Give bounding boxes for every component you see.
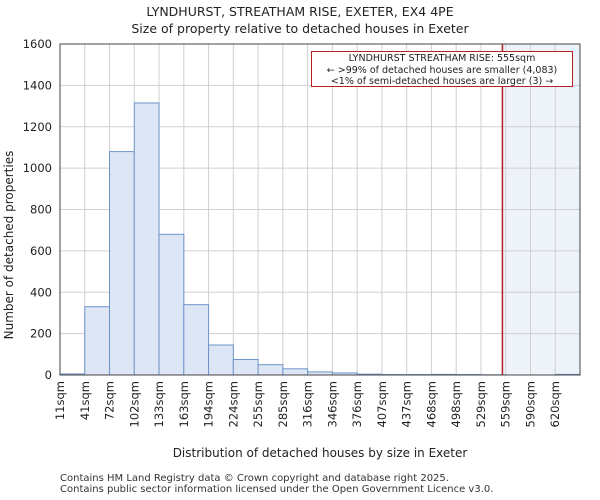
footer-copyright: Contains HM Land Registry data © Crown c… <box>60 473 449 484</box>
x-tick-label: 224sqm <box>226 381 240 427</box>
bar-72sqm <box>109 151 135 376</box>
x-tick-label: 590sqm <box>523 381 537 427</box>
y-tick-label: 1200 <box>23 120 52 134</box>
x-tick-label: 529sqm <box>474 381 488 427</box>
x-tick-label: 41sqm <box>78 381 92 420</box>
y-tick-label: 1400 <box>23 78 52 92</box>
x-tick-label: 468sqm <box>424 381 438 427</box>
plot-frame <box>59 43 581 376</box>
bars <box>59 102 581 376</box>
x-tick-label: 316sqm <box>301 381 315 427</box>
x-tick-label: 102sqm <box>127 381 141 427</box>
bar-133sqm <box>158 233 185 376</box>
x-tick-label: 346sqm <box>325 381 339 427</box>
y-axis-label: Number of detached properties <box>2 151 16 340</box>
bar-102sqm <box>133 102 160 376</box>
bar-285sqm <box>282 368 309 376</box>
x-tick-label: 11sqm <box>53 381 67 420</box>
x-tick-label: 376sqm <box>350 381 364 427</box>
chart-title: LYNDHURST, STREATHAM RISE, EXETER, EX4 4… <box>146 4 454 19</box>
chart-subtitle: Size of property relative to detached ho… <box>131 21 469 36</box>
x-tick-label: 407sqm <box>375 381 389 427</box>
y-tick-label: 800 <box>30 203 52 217</box>
y-tick-label: 200 <box>30 327 52 341</box>
x-tick-label: 498sqm <box>449 381 463 427</box>
x-tick-label: 255sqm <box>251 381 265 427</box>
y-tick-label: 600 <box>30 244 52 258</box>
bar-194sqm <box>208 344 234 376</box>
bar-255sqm <box>257 364 284 376</box>
marker-annotation: LYNDHURST STREATHAM RISE: 555sqm ← >99% … <box>311 51 573 87</box>
x-tick-label: 194sqm <box>202 381 216 427</box>
y-tick-labels: 0 200 400 600 800 1000 1200 1400 1600 <box>23 37 52 382</box>
bar-41sqm <box>84 306 111 376</box>
axes <box>59 43 581 376</box>
annotation-line-2: ← >99% of detached houses are smaller (4… <box>326 64 558 76</box>
y-tick-label: 1600 <box>23 37 52 51</box>
y-tick-label: 400 <box>30 285 52 299</box>
annotation-line-1: LYNDHURST STREATHAM RISE: 555sqm <box>348 53 536 64</box>
bar-224sqm <box>232 358 259 376</box>
bar-163sqm <box>183 304 210 376</box>
x-tick-label: 72sqm <box>103 381 117 420</box>
annotation-line-3: <1% of semi-detached houses are larger (… <box>330 76 554 87</box>
x-tick-label: 163sqm <box>177 381 191 427</box>
x-axis-label: Distribution of detached houses by size … <box>173 446 468 460</box>
y-tick-label: 1000 <box>23 161 52 175</box>
x-tick-labels: 11sqm 41sqm 72sqm 102sqm 133sqm 163sqm 194sqm 2… <box>53 381 562 427</box>
x-tick-label: 285sqm <box>276 381 290 427</box>
y-tick-label: 0 <box>45 368 52 382</box>
x-tick-label: 133sqm <box>152 381 166 427</box>
x-tick-label: 559sqm <box>499 381 513 427</box>
x-tick-label: 620sqm <box>548 381 562 427</box>
footer-licence: Contains public sector information licen… <box>60 484 494 495</box>
x-tick-label: 437sqm <box>400 381 414 427</box>
